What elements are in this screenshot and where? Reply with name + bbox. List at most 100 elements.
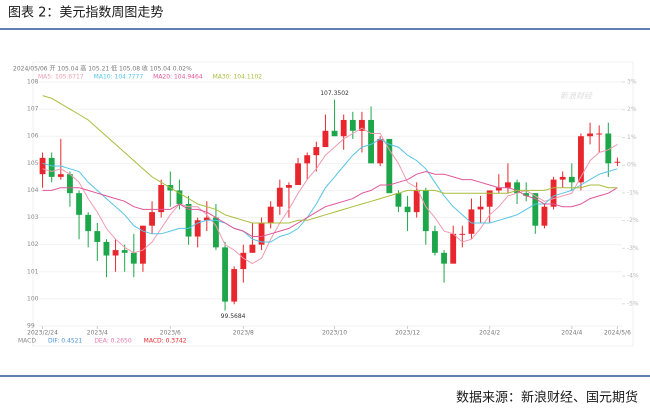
candle-body — [130, 252, 137, 264]
candle-body — [486, 190, 493, 207]
candle-body — [432, 231, 438, 253]
max-annotation: 107.3502 — [320, 90, 349, 97]
ma-line — [42, 138, 618, 243]
candle-body — [413, 190, 420, 213]
y-tick-label: 108 — [27, 79, 39, 86]
candle-body — [276, 187, 283, 207]
y-tick-label: 99 — [27, 323, 35, 330]
y-tick-label: 104 — [27, 187, 39, 194]
candle-body — [222, 247, 228, 302]
candle-body — [422, 190, 429, 232]
ma-line — [42, 170, 618, 237]
candle-body — [340, 119, 347, 137]
candle-body — [349, 119, 356, 131]
candle-body — [267, 206, 274, 223]
legend-entry: MA10: 104.7777 — [94, 74, 144, 81]
candle-body — [386, 138, 393, 194]
candle-body — [395, 193, 402, 207]
candle-body — [614, 161, 621, 163]
y-tick-label: 103 — [27, 214, 39, 221]
y2-tick-label: -5% — [627, 300, 639, 307]
candle-body — [258, 222, 265, 245]
candle-body — [203, 217, 210, 221]
candle-body — [377, 138, 384, 164]
candle-body — [505, 182, 511, 188]
y2-tick-label: -2% — [627, 217, 639, 224]
y2-tick-label: -4% — [627, 273, 639, 280]
candle-body — [39, 157, 46, 175]
candle-body — [185, 204, 192, 237]
y2-tick-label: 1% — [627, 134, 637, 141]
candle-body — [149, 212, 155, 226]
y-tick-label: 105 — [27, 160, 39, 167]
candle-body — [48, 157, 55, 177]
candle-body — [176, 190, 183, 204]
candle-body — [550, 179, 557, 207]
x-tick-label: 2023/6 — [160, 330, 181, 337]
candle-body — [605, 133, 612, 164]
candle-body — [450, 233, 457, 264]
candle-body — [459, 233, 466, 235]
y2-tick-label: -1% — [627, 189, 639, 196]
candle-body — [578, 136, 584, 183]
info-line: 2024/05/06 开 105.04 高 105.21 低 105.08 收 … — [13, 65, 192, 73]
candle-body — [331, 130, 338, 137]
candle-body — [57, 174, 64, 177]
candle-body — [441, 252, 447, 264]
candle-body — [286, 185, 292, 188]
macd-label: MACD — [18, 338, 36, 345]
candle-body — [495, 187, 502, 191]
candle-body — [67, 174, 73, 194]
min-annotation: 99.5684 — [221, 313, 246, 320]
candle-body — [194, 220, 201, 237]
candle-body — [295, 163, 301, 186]
y2-tick-label: 3% — [627, 79, 637, 86]
x-tick-label: 2024/5/6 — [604, 330, 631, 337]
x-tick-label: 2023/2/24 — [27, 330, 58, 337]
y2-tick-label: -3% — [627, 245, 639, 252]
source-note: 数据来源：新浪财经、国元期货 — [456, 390, 638, 406]
candle-body — [541, 206, 548, 226]
candle-body — [368, 119, 374, 164]
y2-tick-label: 2% — [627, 106, 637, 113]
ma-line — [42, 127, 618, 265]
x-tick-label: 2023/10 — [322, 330, 347, 337]
y2-tick-label: 0% — [627, 162, 637, 169]
candle-body — [322, 130, 329, 148]
legend-entry: MA30: 104.1102 — [213, 74, 263, 81]
candle-body — [249, 244, 256, 253]
candle-body — [112, 250, 119, 256]
candle-body — [596, 133, 603, 135]
y-tick-label: 107 — [27, 106, 39, 113]
candle-body — [240, 252, 247, 270]
candle-body — [359, 119, 365, 131]
candle-body — [231, 269, 238, 302]
legend-entry: MA20: 104.9464 — [153, 74, 203, 81]
x-tick-label: 2024/4 — [561, 330, 582, 337]
macd-label: MACD: 0.3742 — [144, 338, 187, 345]
macd-label: DIF: 0.4521 — [48, 338, 82, 345]
y-tick-label: 101 — [27, 268, 39, 275]
ma-line — [42, 95, 618, 224]
y-tick-label: 102 — [27, 241, 39, 248]
macd-label: DEA: 0.2650 — [94, 338, 132, 345]
x-tick-label: 2023/12 — [395, 330, 420, 337]
candle-body — [304, 155, 311, 164]
candle-body — [404, 206, 411, 213]
candle-body — [140, 225, 146, 264]
watermark: 新浪财经 — [560, 92, 593, 101]
candle-body — [523, 193, 530, 196]
candle-body — [532, 193, 539, 226]
x-tick-label: 2023/8 — [233, 330, 254, 337]
y-tick-label: 100 — [27, 295, 39, 302]
candle-body — [468, 209, 475, 234]
figure-title: 图表 2：美元指数周图走势 — [8, 5, 163, 21]
candle-body — [477, 206, 484, 210]
candle-body — [103, 241, 110, 256]
candle-body — [559, 176, 566, 180]
candle-body — [587, 133, 593, 137]
candle-body — [121, 250, 128, 253]
y-tick-label: 106 — [27, 133, 39, 140]
